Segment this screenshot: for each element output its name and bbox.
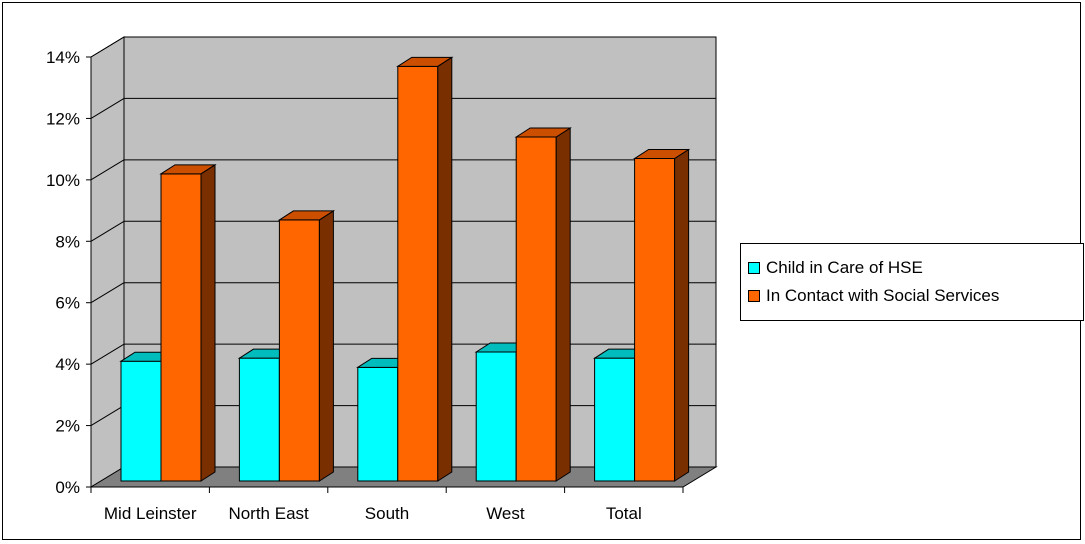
bar-social-services xyxy=(278,219,320,482)
gridline-side xyxy=(90,220,125,242)
bar-top xyxy=(159,164,217,175)
y-tick-label: 10% xyxy=(46,171,80,190)
bar-side xyxy=(200,163,216,482)
legend-item-social-services: In Contact with Social Services xyxy=(748,285,999,307)
legend-label: Child in Care of HSE xyxy=(766,258,923,277)
bar-side xyxy=(437,56,453,482)
legend-label: In Contact with Social Services xyxy=(766,286,1000,305)
bar-side xyxy=(674,148,690,482)
chart-plot: 0% 2% 4% 6% 8% 10% 12% 14% Mid Leinster North Eas… xyxy=(46,36,718,523)
gridline-side xyxy=(90,282,125,304)
gridline-side xyxy=(90,36,125,58)
bar-top xyxy=(396,56,454,67)
bar-side xyxy=(555,127,571,482)
y-tick-label: 2% xyxy=(55,417,80,436)
bar-social-services xyxy=(160,173,202,482)
bar-top xyxy=(514,127,572,138)
x-tick-label: Total xyxy=(606,504,642,523)
gridline-side xyxy=(90,405,125,426)
x-tick-label: North East xyxy=(228,504,309,523)
side-wall xyxy=(90,36,125,488)
bar-child-in-care xyxy=(594,357,636,482)
bar-social-services xyxy=(515,136,557,482)
bar-side xyxy=(318,210,334,482)
legend: Child in Care of HSE In Contact with Soc… xyxy=(740,243,1084,321)
gridline-side xyxy=(90,98,125,119)
y-tick-label: 14% xyxy=(46,48,80,67)
x-tick-label: Mid Leinster xyxy=(104,504,197,523)
legend-swatch xyxy=(748,290,760,302)
bar-social-services xyxy=(634,158,676,482)
x-tick-label: West xyxy=(486,504,525,523)
bar-social-services xyxy=(397,65,439,482)
bar-child-in-care xyxy=(475,351,517,482)
bar-top xyxy=(632,149,691,159)
legend-item-child-in-care: Child in Care of HSE xyxy=(748,257,923,279)
y-tick-label: 8% xyxy=(55,232,80,251)
bar-child-in-care xyxy=(357,366,399,482)
y-tick-label: 0% xyxy=(55,478,80,497)
y-tick-label: 12% xyxy=(46,109,80,128)
bar-top xyxy=(277,210,336,221)
gridline-side xyxy=(90,343,125,365)
bar-child-in-care xyxy=(120,360,162,482)
legend-swatch xyxy=(748,262,760,274)
y-tick-label: 4% xyxy=(55,355,80,374)
bar-child-in-care xyxy=(238,357,280,482)
gridline-side xyxy=(90,159,125,181)
x-tick-label: South xyxy=(365,504,409,523)
y-tick-label: 6% xyxy=(55,294,80,313)
